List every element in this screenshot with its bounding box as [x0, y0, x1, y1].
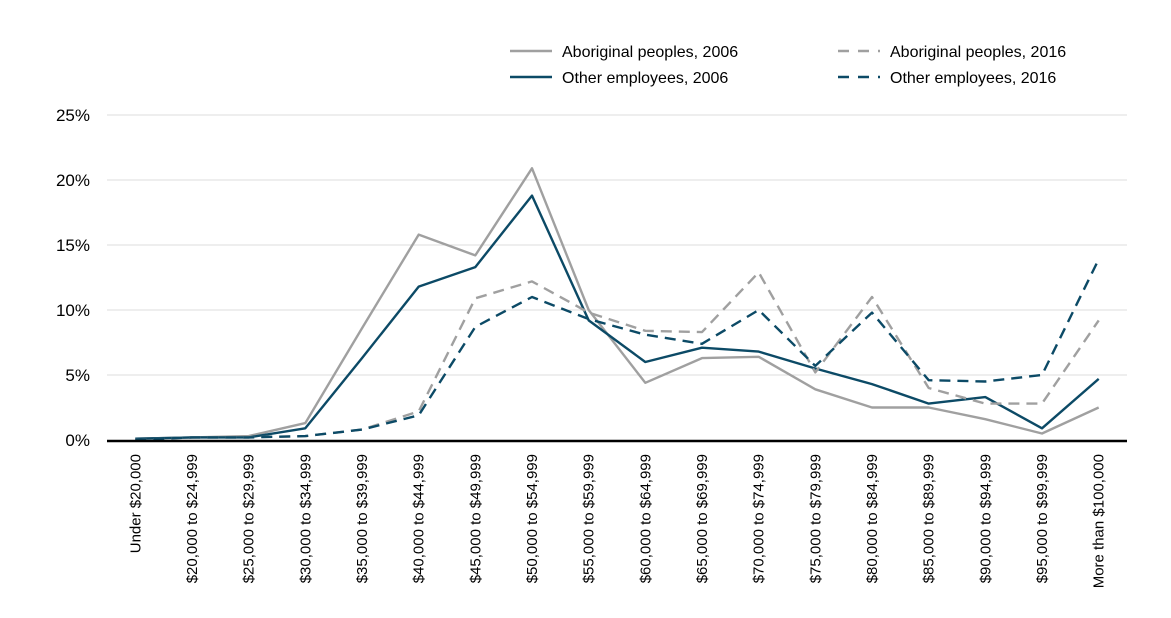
series-line-4 — [135, 258, 1100, 442]
legend: Aboriginal peoples, 2006 Other employees,… — [510, 44, 1066, 87]
y-tick-label: 10% — [56, 301, 90, 320]
y-tick-label: 15% — [56, 236, 90, 255]
x-category-label: Under $20,000 — [127, 454, 144, 553]
x-category-label: $40,000 to $44,999 — [411, 454, 428, 583]
x-category-label: $45,000 to $49,999 — [467, 454, 484, 583]
y-axis-tick-labels: 0% 5% 10% 15% 20% 25% — [56, 106, 90, 450]
x-category-label: $30,000 to $34,999 — [297, 454, 314, 583]
x-category-label: $90,000 to $94,999 — [977, 454, 994, 583]
x-category-label: $70,000 to $74,999 — [751, 454, 768, 583]
y-tick-label: 20% — [56, 171, 90, 190]
x-category-label: More than $100,000 — [1091, 454, 1108, 588]
x-category-label: $50,000 to $54,999 — [524, 454, 541, 583]
x-category-label: $60,000 to $64,999 — [637, 454, 654, 583]
x-category-label: $75,000 to $79,999 — [807, 454, 824, 583]
x-category-label: $25,000 to $29,999 — [241, 454, 258, 583]
series-lines — [135, 167, 1100, 442]
series-line-1 — [135, 167, 1100, 440]
legend-label: Aboriginal peoples, 2006 — [562, 44, 738, 61]
x-category-label: $20,000 to $24,999 — [184, 454, 201, 583]
y-tick-label: 25% — [56, 106, 90, 125]
x-category-label: $55,000 to $59,999 — [581, 454, 598, 583]
legend-label: Other employees, 2016 — [890, 70, 1056, 87]
x-category-label: $85,000 to $89,999 — [921, 454, 938, 583]
series-line-2 — [135, 194, 1100, 440]
x-category-label: $95,000 to $99,999 — [1034, 454, 1051, 583]
x-category-label: $65,000 to $69,999 — [694, 454, 711, 583]
x-axis-category-labels: Under $20,000 $20,000 to $24,999 $25,000 t… — [127, 454, 1107, 588]
y-tick-label: 0% — [65, 431, 90, 450]
x-category-label: $35,000 to $39,999 — [354, 454, 371, 583]
series-line-3 — [135, 271, 1100, 442]
x-category-label: $80,000 to $84,999 — [864, 454, 881, 583]
y-tick-label: 5% — [65, 366, 90, 385]
gridlines — [107, 114, 1127, 376]
legend-label: Other employees, 2006 — [562, 70, 728, 87]
legend-label: Aboriginal peoples, 2016 — [890, 44, 1066, 61]
